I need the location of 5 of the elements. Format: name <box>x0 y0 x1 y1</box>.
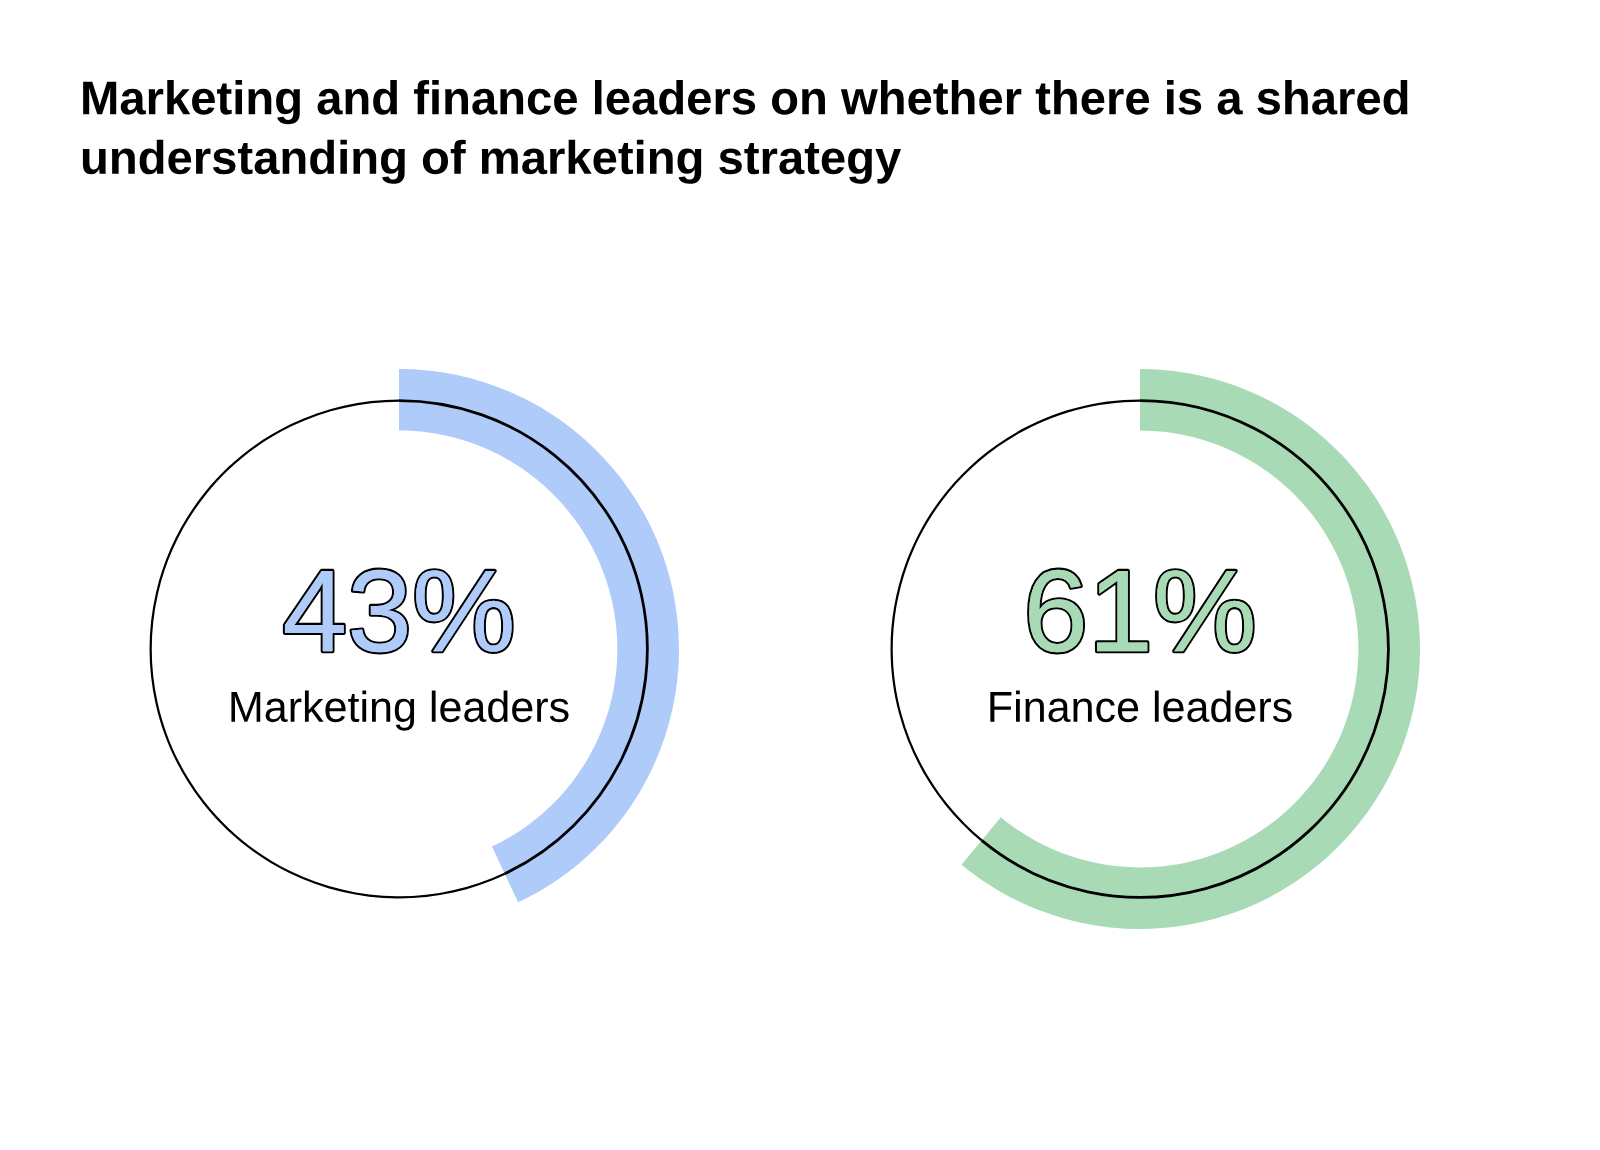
data-label: 61% <box>1029 569 1253 653</box>
data-label: 43% <box>284 569 512 653</box>
slice-label: Marketing leaders <box>231 690 569 731</box>
slice-label: Finance leaders <box>990 690 1292 723</box>
chart-title: Marketing and finance leaders on whether there is a shared understanding of marketing strategy <box>82 80 1408 184</box>
